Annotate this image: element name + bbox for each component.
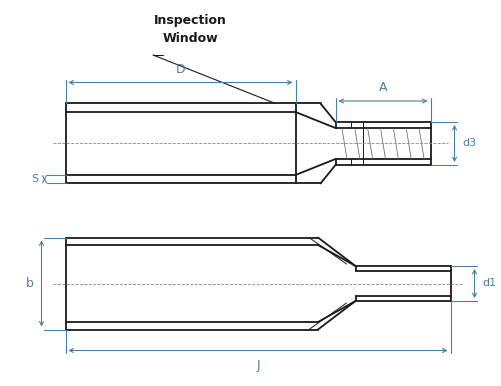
Text: b: b — [26, 277, 34, 290]
Text: S: S — [32, 174, 39, 184]
Text: d3: d3 — [462, 139, 476, 149]
Text: Window: Window — [163, 32, 218, 45]
Text: Inspection: Inspection — [154, 15, 227, 27]
Text: A: A — [379, 81, 387, 95]
Text: d1: d1 — [482, 279, 496, 288]
Text: D: D — [176, 63, 185, 76]
Text: J: J — [256, 359, 260, 372]
